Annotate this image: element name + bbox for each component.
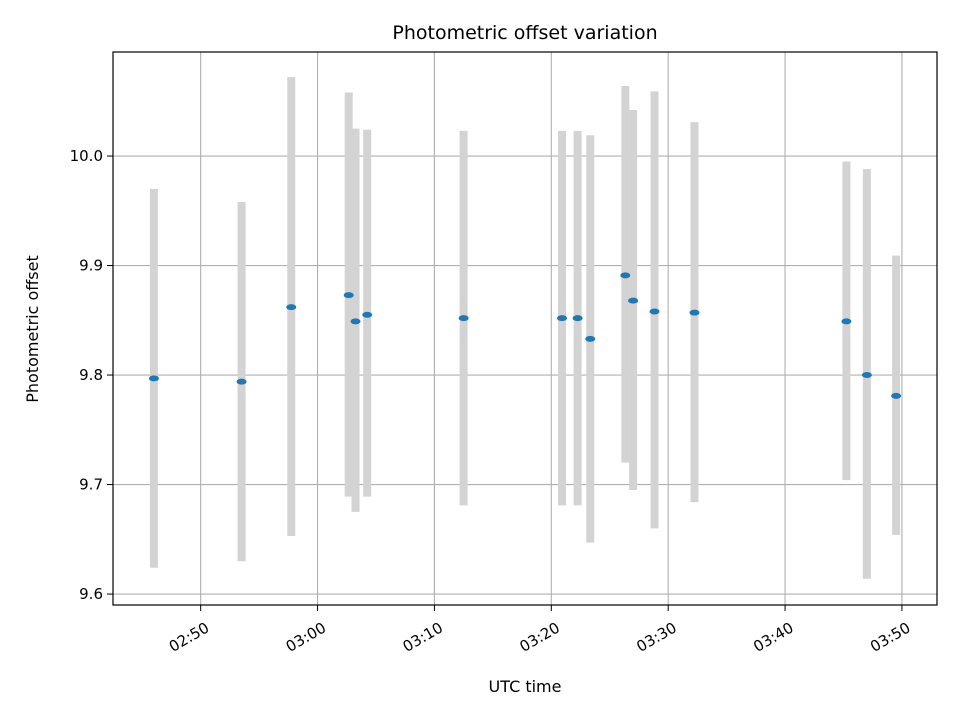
- data-point: [628, 297, 639, 304]
- y-tick-label: 10.0: [70, 147, 103, 165]
- y-axis-title: Photometric offset: [23, 255, 42, 403]
- data-point: [236, 378, 247, 385]
- data-point: [148, 375, 159, 382]
- x-axis-title: UTC time: [489, 677, 562, 696]
- plot-frame: [112, 51, 938, 606]
- y-axis-ticks: 9.6 9.7 9.8 9.9 10.0: [70, 147, 113, 603]
- data-point: [861, 372, 872, 379]
- data-point: [458, 315, 469, 322]
- data-point: [689, 309, 700, 316]
- data-point: [350, 318, 361, 325]
- chart-title: Photometric offset variation: [392, 22, 657, 44]
- data-point: [841, 318, 852, 325]
- data-point: [649, 308, 660, 315]
- data-point: [286, 304, 297, 311]
- data-point: [585, 335, 596, 342]
- data-point: [557, 315, 568, 322]
- data-point: [891, 392, 902, 399]
- data-points: [148, 272, 902, 399]
- grid: [113, 52, 937, 605]
- y-tick-label: 9.8: [79, 366, 103, 384]
- y-tick-label: 9.7: [79, 476, 103, 494]
- y-tick-label: 9.9: [79, 257, 103, 275]
- data-point: [343, 292, 354, 299]
- y-tick-label: 9.6: [79, 585, 103, 603]
- data-point: [362, 311, 373, 318]
- data-point: [620, 272, 631, 279]
- data-point: [572, 315, 583, 322]
